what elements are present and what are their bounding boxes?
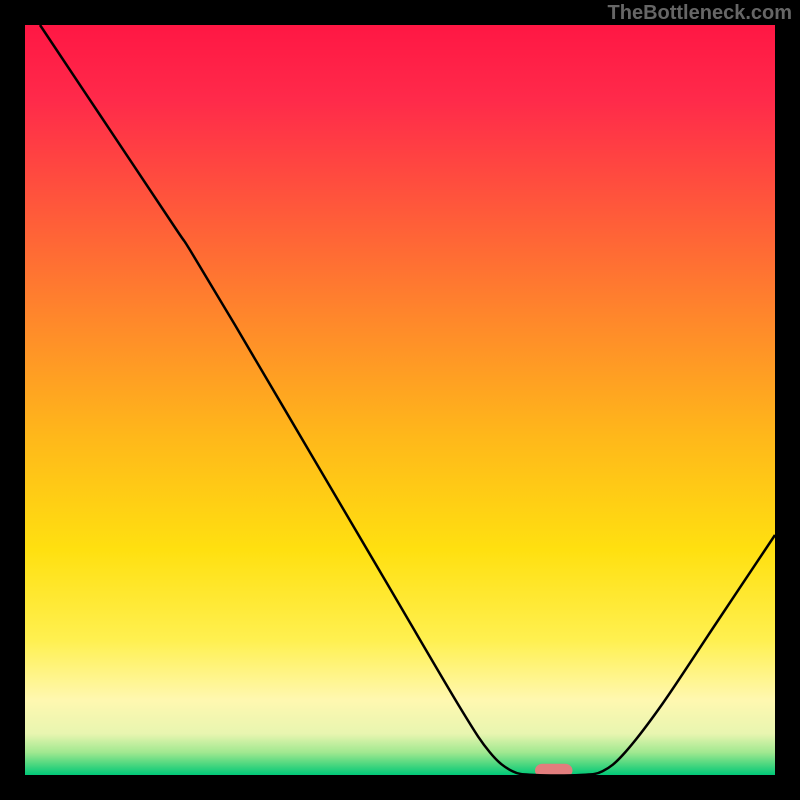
watermark-text: TheBottleneck.com xyxy=(608,2,792,25)
frame-bottom xyxy=(0,775,800,800)
bottleneck-chart xyxy=(0,0,800,800)
frame-right xyxy=(775,0,800,800)
plot-background xyxy=(25,25,775,775)
frame-left xyxy=(0,0,25,800)
chart-container: TheBottleneck.com xyxy=(0,0,800,800)
